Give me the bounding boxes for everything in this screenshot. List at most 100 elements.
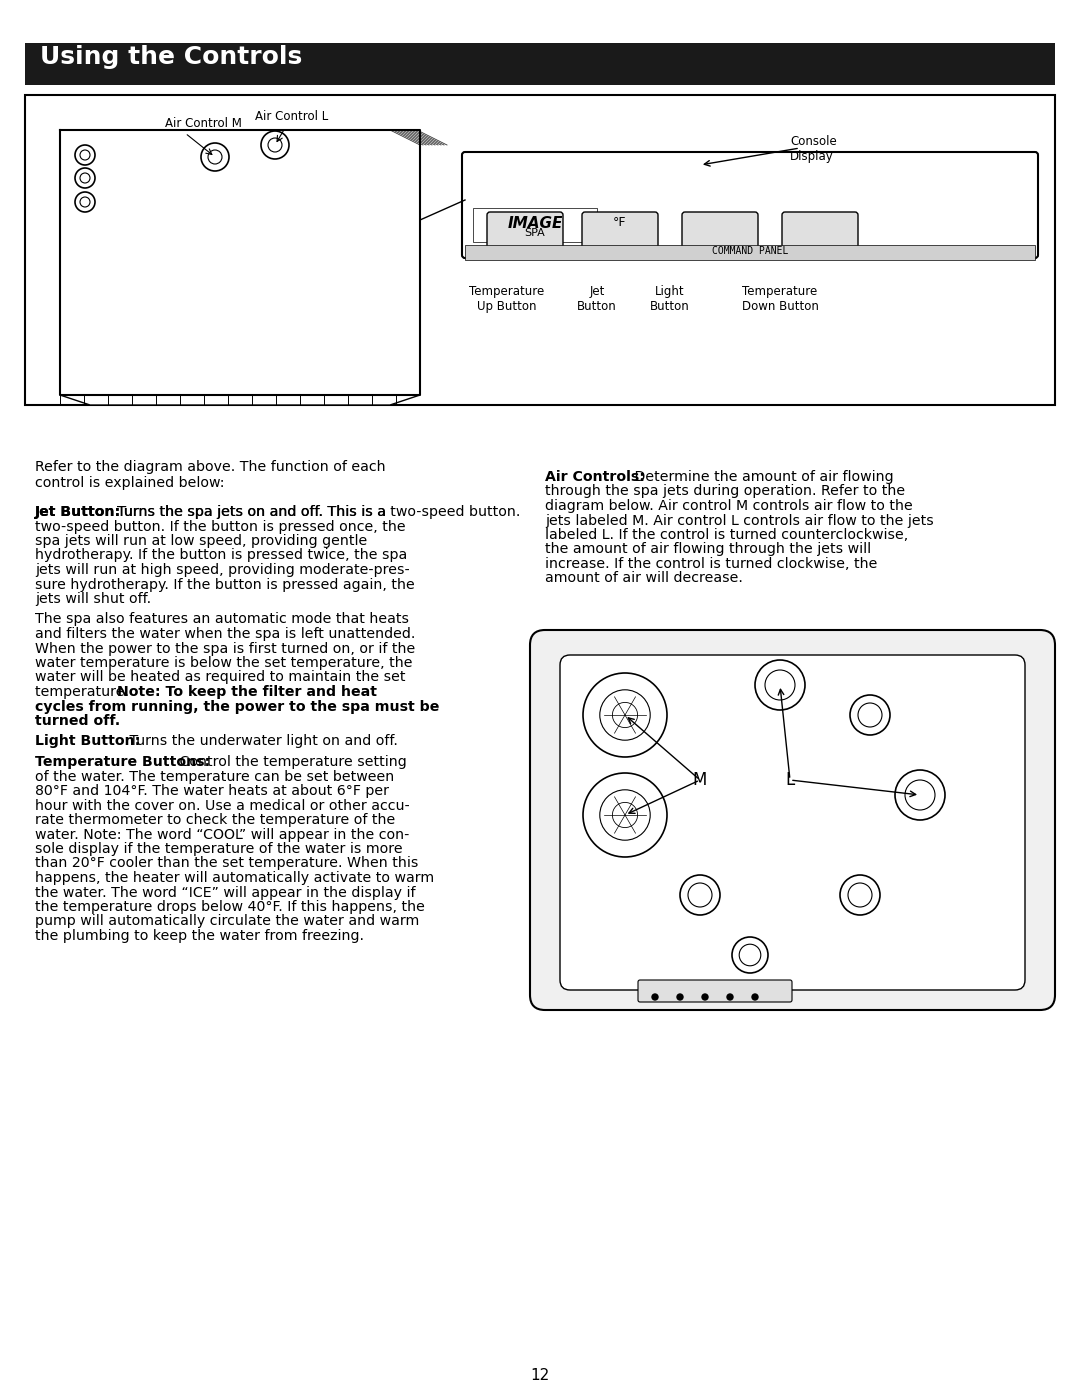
Circle shape [583,673,667,757]
Circle shape [583,773,667,856]
Text: amount of air will decrease.: amount of air will decrease. [545,571,743,585]
Text: labeled L. If the control is turned counterclockwise,: labeled L. If the control is turned coun… [545,528,908,542]
FancyBboxPatch shape [487,212,563,253]
Bar [465,244,1035,260]
Text: Control the temperature setting: Control the temperature setting [175,754,407,768]
Circle shape [727,995,733,1000]
Circle shape [848,883,872,907]
Circle shape [895,770,945,820]
Text: sure hydrotherapy. If the button is pressed again, the: sure hydrotherapy. If the button is pres… [35,577,415,591]
Text: increase. If the control is turned clockwise, the: increase. If the control is turned clock… [545,557,877,571]
Text: water. Note: The word “COOL” will appear in the con-: water. Note: The word “COOL” will appear… [35,827,409,841]
Text: water will be heated as required to maintain the set: water will be heated as required to main… [35,671,405,685]
Circle shape [755,659,805,710]
Text: Turns the spa jets on and off. This is a: Turns the spa jets on and off. This is a [113,504,387,520]
Text: Turns the underwater light on and off.: Turns the underwater light on and off. [125,735,397,749]
Text: happens, the heater will automatically activate to warm: happens, the heater will automatically a… [35,870,434,886]
Text: SPA: SPA [525,228,545,237]
FancyBboxPatch shape [25,43,1055,85]
Circle shape [75,191,95,212]
Text: °F: °F [613,217,626,229]
Circle shape [75,168,95,189]
Circle shape [599,789,650,840]
Circle shape [858,703,882,726]
Text: two-speed button. If the button is pressed once, the: two-speed button. If the button is press… [35,520,406,534]
Text: the amount of air flowing through the jets will: the amount of air flowing through the je… [545,542,872,556]
Text: Note: To keep the filter and heat: Note: To keep the filter and heat [117,685,377,698]
FancyBboxPatch shape [462,152,1038,258]
Text: jets will shut off.: jets will shut off. [35,592,151,606]
Text: Temperature Buttons:: Temperature Buttons: [35,754,211,768]
Circle shape [612,802,637,827]
Text: water temperature is below the set temperature, the: water temperature is below the set tempe… [35,657,413,671]
Text: pump will automatically circulate the water and warm: pump will automatically circulate the wa… [35,915,419,929]
Circle shape [905,780,935,810]
Circle shape [80,197,90,207]
Circle shape [680,875,720,915]
Text: through the spa jets during operation. Refer to the: through the spa jets during operation. R… [545,485,905,499]
Text: diagram below. Air control M controls air flow to the: diagram below. Air control M controls ai… [545,499,913,513]
Circle shape [850,694,890,735]
Text: of the water. The temperature can be set between: of the water. The temperature can be set… [35,770,394,784]
Text: 80°F and 104°F. The water heats at about 6°F per: 80°F and 104°F. The water heats at about… [35,784,389,798]
Text: Determine the amount of air flowing: Determine the amount of air flowing [630,469,893,483]
Circle shape [80,149,90,161]
Text: and filters the water when the spa is left unattended.: and filters the water when the spa is le… [35,627,416,641]
Text: The spa also features an automatic mode that heats: The spa also features an automatic mode … [35,612,409,626]
Text: turned off.: turned off. [35,714,120,728]
Text: than 20°F cooler than the set temperature. When this: than 20°F cooler than the set temperatur… [35,856,418,870]
FancyBboxPatch shape [561,655,1025,990]
Text: Console
Display: Console Display [789,136,837,163]
Text: Turns the spa jets on and off. This is a two-speed button.: Turns the spa jets on and off. This is a… [117,504,521,520]
Text: the water. The word “ICE” will appear in the display if: the water. The word “ICE” will appear in… [35,886,416,900]
FancyBboxPatch shape [582,212,658,253]
Text: cycles from running, the power to the spa must be: cycles from running, the power to the sp… [35,700,440,714]
Circle shape [201,142,229,170]
Text: Air Controls:: Air Controls: [545,469,645,483]
Text: M: M [692,771,707,789]
Text: jets labeled M. Air control L controls air flow to the jets: jets labeled M. Air control L controls a… [545,514,934,528]
Polygon shape [60,395,420,405]
Circle shape [261,131,289,159]
Text: the temperature drops below 40°F. If this happens, the: the temperature drops below 40°F. If thi… [35,900,424,914]
Text: L: L [785,771,795,789]
Text: Jet
Button: Jet Button [577,285,617,313]
Circle shape [652,995,658,1000]
Text: Jet Button:: Jet Button: [35,504,121,520]
FancyBboxPatch shape [473,208,597,242]
Circle shape [268,138,282,152]
FancyBboxPatch shape [681,212,758,253]
FancyBboxPatch shape [638,981,792,1002]
Text: Temperature
Up Button: Temperature Up Button [470,285,544,313]
Circle shape [75,145,95,165]
Text: temperature.: temperature. [35,685,134,698]
Circle shape [765,671,795,700]
Bar [25,95,1055,405]
Text: 12: 12 [530,1368,550,1383]
Text: rate thermometer to check the temperature of the: rate thermometer to check the temperatur… [35,813,395,827]
Text: sole display if the temperature of the water is more: sole display if the temperature of the w… [35,842,403,856]
Circle shape [688,883,712,907]
Text: Temperature
Down Button: Temperature Down Button [742,285,819,313]
Circle shape [599,690,650,740]
Circle shape [732,937,768,972]
Text: hydrotherapy. If the button is pressed twice, the spa: hydrotherapy. If the button is pressed t… [35,549,407,563]
Text: Refer to the diagram above. The function of each
control is explained below:: Refer to the diagram above. The function… [35,460,386,490]
FancyBboxPatch shape [782,212,858,253]
Circle shape [702,995,708,1000]
Text: Light Button:: Light Button: [35,735,140,749]
Circle shape [739,944,760,965]
Text: Light
Button: Light Button [650,285,690,313]
Text: the plumbing to keep the water from freezing.: the plumbing to keep the water from free… [35,929,364,943]
Circle shape [612,703,637,728]
FancyBboxPatch shape [530,630,1055,1010]
Text: When the power to the spa is first turned on, or if the: When the power to the spa is first turne… [35,641,415,655]
Text: Using the Controls: Using the Controls [40,45,302,68]
Circle shape [752,995,758,1000]
Text: Jet Button:: Jet Button: [35,504,121,520]
Text: spa jets will run at low speed, providing gentle: spa jets will run at low speed, providin… [35,534,367,548]
Circle shape [80,173,90,183]
Circle shape [677,995,683,1000]
Circle shape [840,875,880,915]
Text: jets will run at high speed, providing moderate-pres-: jets will run at high speed, providing m… [35,563,409,577]
